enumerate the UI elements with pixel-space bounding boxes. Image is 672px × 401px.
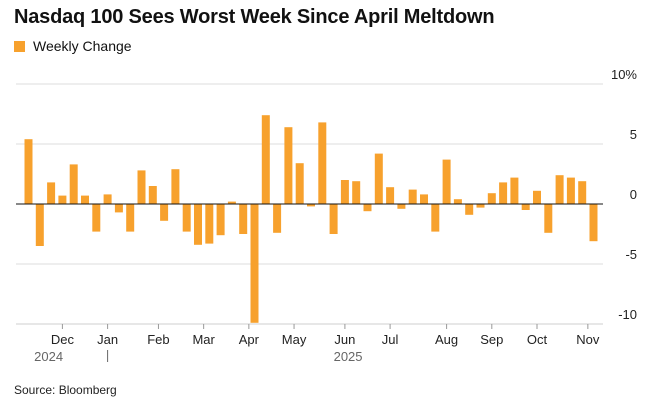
bar bbox=[431, 204, 440, 232]
bar bbox=[160, 204, 169, 221]
bar bbox=[566, 177, 575, 204]
bar bbox=[453, 199, 462, 204]
x-tick-label: Mar bbox=[192, 332, 215, 347]
x-tick-label: Dec bbox=[51, 332, 75, 347]
bar bbox=[239, 204, 248, 234]
bar bbox=[194, 204, 202, 245]
bar bbox=[555, 175, 564, 204]
bar bbox=[295, 163, 304, 204]
bar bbox=[510, 177, 519, 204]
x-tick-label: Jun bbox=[334, 332, 355, 347]
bar bbox=[307, 204, 315, 207]
x-tick-label: Apr bbox=[239, 332, 260, 347]
bar bbox=[589, 204, 598, 242]
y-tick-label: 0 bbox=[630, 187, 637, 202]
bar bbox=[81, 195, 89, 204]
year-label: 2025 bbox=[334, 349, 363, 364]
bar bbox=[578, 181, 587, 204]
x-tick-label: Jul bbox=[382, 332, 399, 347]
source-note: Source: Bloomberg bbox=[14, 383, 117, 397]
bar bbox=[284, 127, 293, 204]
bar bbox=[329, 204, 338, 234]
bar bbox=[420, 194, 428, 204]
bar bbox=[533, 190, 541, 204]
axes: 10% 5 0 -5 -10 Dec Jan Feb Mar Apr May Jun Jul Aug Sep… bbox=[16, 67, 637, 364]
bar bbox=[216, 204, 225, 236]
bar bbox=[114, 204, 123, 213]
bar bbox=[374, 153, 383, 204]
y-tick-label: -10 bbox=[618, 307, 637, 322]
chart-title: Nasdaq 100 Sees Worst Week Since April M… bbox=[14, 6, 495, 28]
x-tick-label: Sep bbox=[480, 332, 503, 347]
legend-label: Weekly Change bbox=[33, 38, 132, 54]
x-tick-label: May bbox=[282, 332, 307, 347]
y-tick-label: -5 bbox=[625, 247, 637, 262]
bar bbox=[521, 204, 530, 210]
bar bbox=[386, 187, 395, 204]
bar bbox=[544, 204, 553, 233]
bar bbox=[47, 182, 56, 204]
bar bbox=[35, 204, 44, 246]
bar bbox=[24, 139, 33, 204]
bar bbox=[69, 164, 78, 204]
bar bbox=[352, 181, 361, 204]
bar bbox=[148, 186, 157, 204]
bar bbox=[499, 182, 508, 204]
y-tick-label: 10% bbox=[611, 67, 637, 82]
bar bbox=[363, 204, 372, 212]
bar bbox=[58, 195, 67, 204]
bar bbox=[227, 201, 236, 204]
x-tick-label: Jan bbox=[97, 332, 118, 347]
bar bbox=[103, 194, 112, 204]
bar bbox=[318, 122, 327, 204]
bar bbox=[442, 159, 451, 204]
legend-swatch bbox=[14, 40, 25, 52]
x-tick-label: Aug bbox=[435, 332, 458, 347]
x-tick-label: Nov bbox=[576, 332, 600, 347]
bars bbox=[24, 115, 598, 323]
bar bbox=[408, 189, 417, 204]
bar bbox=[465, 204, 474, 215]
bar bbox=[182, 204, 191, 232]
y-tick-label: 5 bbox=[630, 127, 637, 142]
bar bbox=[171, 169, 180, 204]
bar bbox=[273, 204, 282, 233]
x-tick-label: Feb bbox=[147, 332, 169, 347]
x-tick-label: Oct bbox=[527, 332, 548, 347]
bar bbox=[92, 204, 101, 232]
bar bbox=[397, 204, 406, 209]
legend: Weekly Change bbox=[14, 38, 132, 54]
bar bbox=[476, 204, 485, 208]
bar bbox=[487, 193, 496, 204]
bar bbox=[250, 204, 259, 323]
bar bbox=[137, 170, 146, 204]
bar bbox=[126, 204, 135, 232]
bar bbox=[205, 204, 214, 244]
grid-lines bbox=[16, 83, 603, 325]
bar bbox=[340, 180, 349, 204]
year-label: 2024 bbox=[34, 349, 63, 364]
bar bbox=[261, 115, 270, 204]
